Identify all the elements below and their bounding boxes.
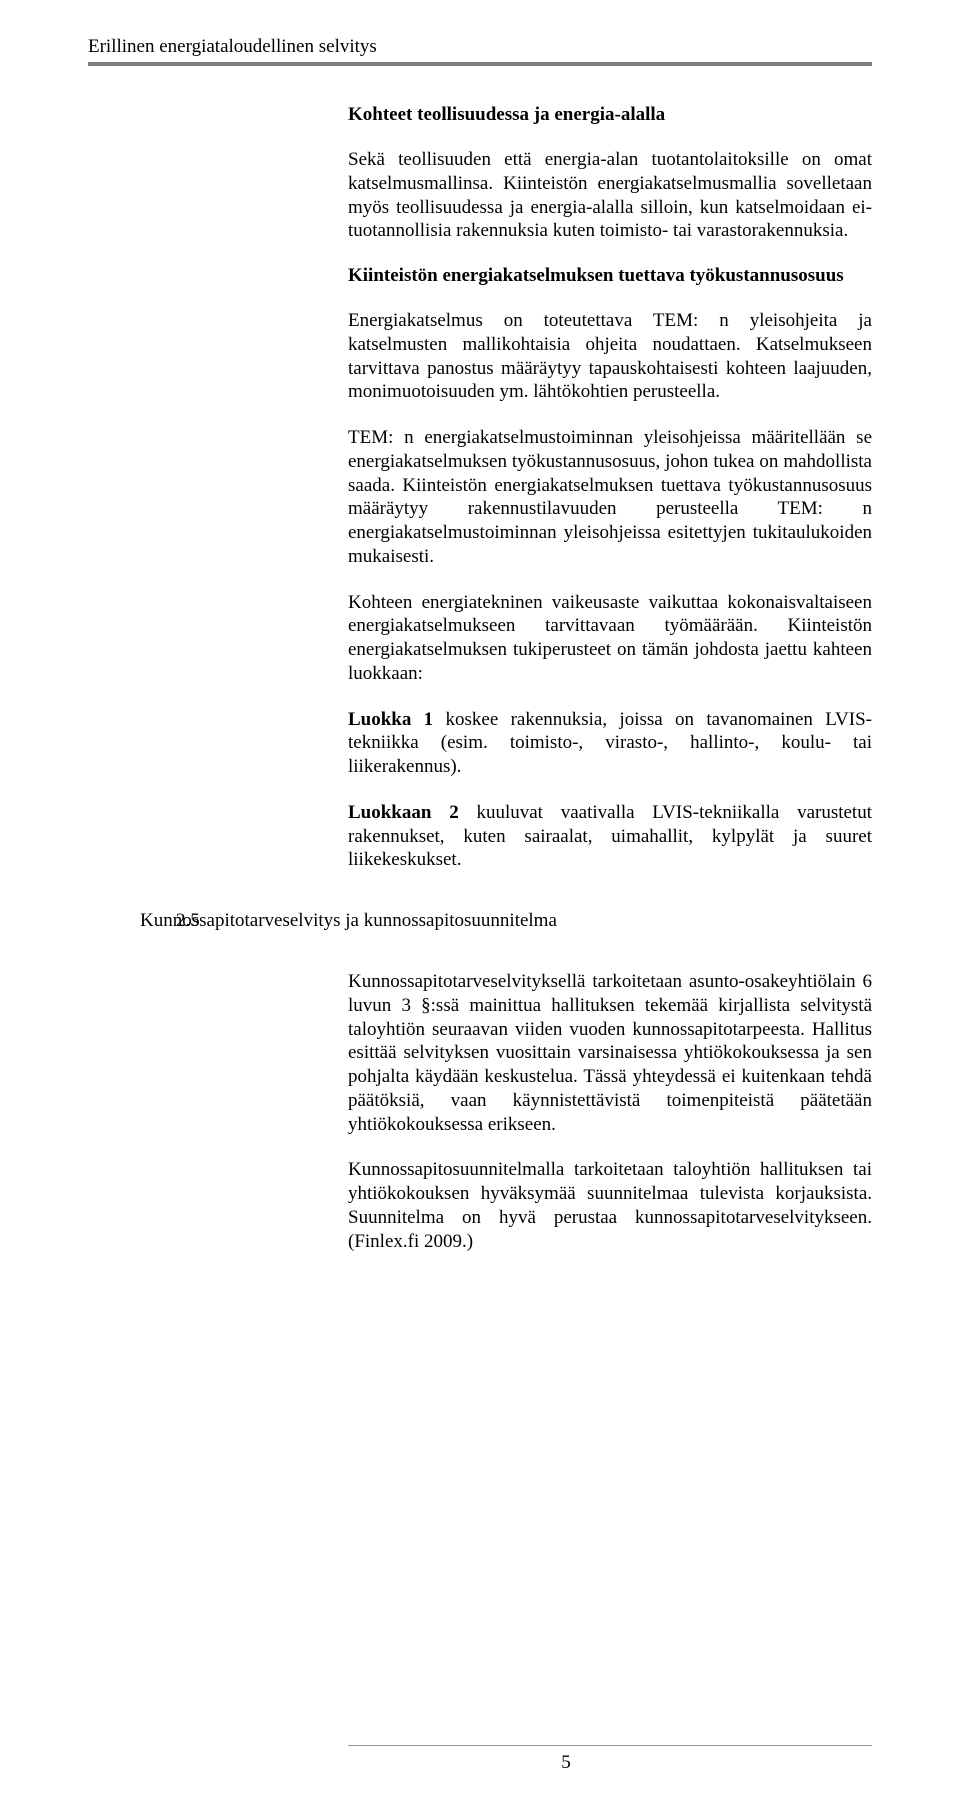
running-header: Erillinen energiataloudellinen selvitys xyxy=(88,36,872,58)
footer-rule xyxy=(348,1745,872,1746)
page-footer: 5 xyxy=(0,1745,960,1774)
subheading-industry: Kohteet teollisuudessa ja energia-alalla xyxy=(348,104,872,126)
paragraph-class-1: Luokka 1 koskee rakennuksia, joissa on t… xyxy=(348,708,872,779)
section-title: Kunnossapitotarveselvitys ja kunnossapit… xyxy=(140,910,557,932)
paragraph: Kunnossapitotarveselvityksellä tarkoitet… xyxy=(348,970,872,1136)
paragraph: Energiakatselmus on toteutettava TEM: n … xyxy=(348,309,872,404)
paragraph: TEM: n energiakatselmustoiminnan yleisoh… xyxy=(348,426,872,569)
subheading-cost-share: Kiinteistön energiakatselmuksen tuettava… xyxy=(348,265,872,287)
class-2-lead: Luokkaan 2 xyxy=(348,802,459,823)
content-column: Kohteet teollisuudessa ja energia-alalla… xyxy=(348,104,872,872)
class-1-lead: Luokka 1 xyxy=(348,709,433,730)
section-number: 2.5 xyxy=(176,910,200,932)
paragraph: Kohteen energiatekninen vaikeusaste vaik… xyxy=(348,591,872,686)
content-column-2: Kunnossapitotarveselvityksellä tarkoitet… xyxy=(348,970,872,1253)
footer-rule-wrap xyxy=(348,1745,872,1746)
paragraph: Sekä teollisuuden että energia-alan tuot… xyxy=(348,148,872,243)
page: Erillinen energiataloudellinen selvitys … xyxy=(0,0,960,1814)
header-rule-thick xyxy=(88,62,872,66)
paragraph: Kunnossapitosuunnitelmalla tarkoitetaan … xyxy=(348,1158,872,1253)
page-number: 5 xyxy=(260,1752,872,1774)
paragraph-class-2: Luokkaan 2 kuuluvat vaativalla LVIS-tekn… xyxy=(348,801,872,872)
section-2-5-heading: 2.5 Kunnossapitotarveselvitys ja kunnoss… xyxy=(88,910,872,932)
